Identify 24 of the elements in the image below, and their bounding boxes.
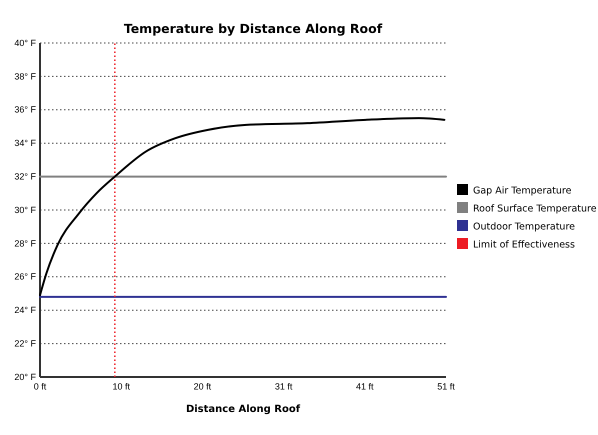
x-tick-label: 20 ft — [194, 381, 212, 392]
y-tick-label: 22° F — [14, 338, 36, 348]
y-tick-label: 38° F — [14, 71, 36, 82]
chart-title: Temperature by Distance Along Roof — [124, 21, 383, 36]
y-tick-label: 30° F — [14, 204, 36, 215]
y-tick-label: 36° F — [14, 104, 36, 115]
line-series — [39, 117, 446, 296]
y-tick-label: 20° F — [14, 372, 36, 382]
y-tick-label: 26° F — [14, 272, 36, 282]
x-tick-label: 41 ft — [356, 381, 374, 392]
x-tick-label: 51 ft — [437, 381, 456, 392]
x-tick-label: 0 ft — [34, 381, 47, 392]
legend-label: Roof Surface Temperature — [473, 204, 597, 214]
y-tick-label: 32° F — [14, 171, 36, 182]
legend-label: Outdoor Temperature — [473, 222, 576, 232]
x-tick-label: 31 ft — [274, 381, 293, 392]
x-tick-label: 10 ft — [112, 381, 130, 392]
legend-label: Limit of Effectiveness — [473, 240, 576, 250]
legend-label: Gap Air Temperature — [473, 186, 572, 196]
y-tick-label: 28° F — [14, 238, 36, 248]
y-tick-label: 24° F — [14, 305, 36, 316]
x-axis-title: Distance Along Roof — [186, 404, 301, 415]
y-tick-label: 34° F — [14, 138, 36, 148]
y-tick-label: 40° F — [14, 38, 36, 48]
